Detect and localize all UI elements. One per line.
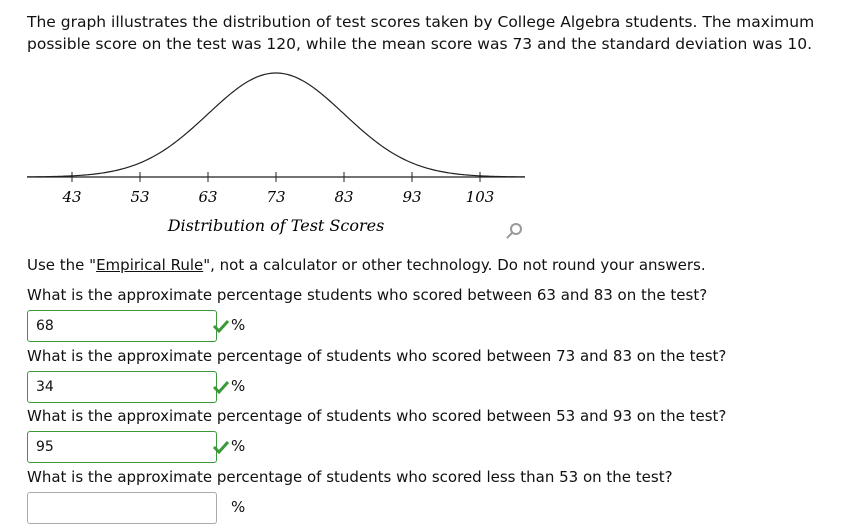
check-mark: [212, 439, 230, 458]
magnifier-icon[interactable]: [506, 223, 522, 239]
tick-label: 63: [198, 188, 217, 206]
question-text: What is the approximate percentage of st…: [27, 467, 673, 486]
graph: Distribution of Test Scores 43 53 63 73 83 93…: [26, 72, 526, 239]
unit-label: %: [231, 437, 246, 455]
unit-label: %: [231, 497, 246, 516]
empirical-rule-link[interactable]: Empirical Rule: [96, 256, 204, 274]
answer-input[interactable]: [27, 491, 217, 524]
answer-input[interactable]: 34: [27, 370, 217, 403]
unit-label: %: [231, 376, 246, 395]
tick-label: 43: [61, 188, 81, 206]
normal-curve: [26, 72, 526, 178]
instruction-text: ", not a calculator or other technology.…: [203, 256, 706, 274]
tick-label: 103: [466, 188, 495, 206]
answer-input[interactable]: 68: [27, 310, 217, 342]
question-text: What is the approximate percentage stude…: [27, 286, 708, 304]
instruction-text: Use the ": [27, 256, 97, 274]
tick-label: 83: [334, 188, 353, 206]
tick-label: 93: [402, 188, 421, 206]
tick-label: 73: [266, 188, 285, 206]
check-mark: [212, 318, 230, 337]
intro-text: The graph illustrates the distribution o…: [27, 13, 815, 53]
unit-label: %: [231, 316, 246, 334]
tick-label: 53: [130, 188, 149, 206]
instruction: Use the "Empirical Rule", not a calculat…: [27, 256, 706, 274]
answer-input[interactable]: 95: [27, 431, 217, 463]
check-mark: [212, 379, 230, 398]
question-text: What is the approximate percentage of st…: [27, 407, 727, 425]
question-text: What is the approximate percentage of st…: [27, 346, 727, 365]
axis-label: Distribution of Test Scores: [167, 216, 385, 235]
